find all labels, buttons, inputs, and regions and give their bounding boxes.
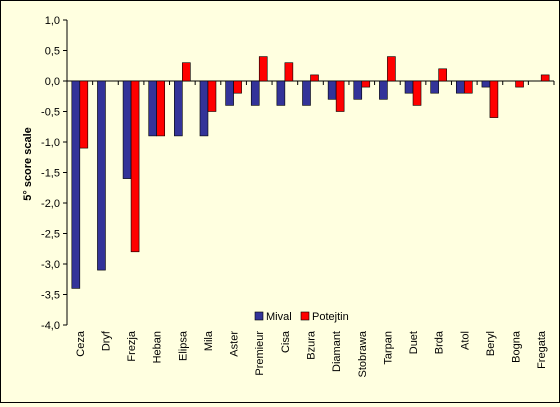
x-tick-label: Stobrawa (357, 330, 369, 377)
legend-swatch-mival (254, 311, 264, 321)
y-tick-labels: 1,0 0,5 0,0 -0,5 -1,0 -1,5 -2,0 -2,5 -3,0 -3,5 -4,… (41, 15, 60, 332)
bar-mival-brda (430, 80, 439, 94)
x-tick-label: Tarpan (382, 331, 394, 365)
bar-potejtin-bzura (310, 74, 319, 82)
bar-potejtin-atol (463, 80, 473, 94)
x-category-labels: Ceza Dryf Frezja Heban Elipsa Mila Aster Premie… (75, 330, 548, 377)
x-tick-label: Ceza (75, 330, 87, 357)
bar-mival-elipsa (174, 80, 183, 137)
bar-mival-frezja (122, 80, 132, 179)
bar-potejtin-heban (156, 80, 166, 137)
bar-mival-tarpan (379, 80, 388, 100)
bar-potejtin-beryl (489, 80, 499, 118)
bar-potejtin-tarpan (387, 56, 396, 82)
y-tick-label: 1,0 (45, 15, 60, 27)
bar-potejtin-elipsa (182, 62, 191, 82)
bars-layer (71, 56, 550, 289)
bar-potejtin-frezja (130, 80, 140, 253)
y-tick-label: -3,5 (41, 290, 60, 302)
legend-label-potejtin: Potejtin (312, 311, 349, 323)
y-tick-label: -4,0 (41, 320, 60, 332)
x-tick-label: Heban (152, 331, 164, 363)
y-axis-title: 5° score scale (22, 127, 34, 201)
y-tick-label: -3,0 (41, 259, 60, 271)
bar-potejtin-bogna (515, 80, 524, 88)
legend-label-mival: Mival (266, 311, 292, 323)
x-tick-label: Bzura (306, 330, 318, 360)
bar-mival-ceza (71, 80, 81, 289)
bar-mival-cisa (276, 80, 286, 106)
bar-mival-heban (148, 80, 158, 137)
x-tick-label: Dryf (100, 330, 112, 351)
bar-potejtin-fregata (540, 74, 550, 82)
bar-mival-bzura (302, 80, 311, 106)
y-tick-label: 0,0 (45, 76, 60, 88)
bar-mival-atol (455, 80, 465, 94)
x-tick-label: Frezja (126, 330, 138, 361)
x-tick-label: Fregata (536, 330, 548, 369)
y-tick-label: -1,0 (41, 137, 60, 149)
bar-mival-aster (225, 80, 234, 106)
y-tick-label: -2,0 (41, 198, 60, 210)
bar-mival-premieur (250, 80, 260, 106)
x-tick-label: Beryl (485, 331, 497, 356)
bar-mival-stobrawa (353, 80, 363, 100)
y-tick-label: 0,5 (45, 46, 60, 58)
y-tick-label: -1,5 (41, 168, 60, 180)
y-tick-label: -2,5 (41, 229, 60, 241)
bar-potejtin-cisa (284, 62, 294, 82)
bar-potejtin-premieur (258, 56, 268, 82)
x-tick-label: Atol (459, 331, 471, 350)
axes-layer (63, 19, 555, 326)
bar-potejtin-mila (207, 80, 217, 112)
x-tick-label: Aster (229, 331, 241, 357)
bar-mival-mila (199, 80, 209, 137)
bar-mival-dryf (97, 80, 106, 271)
bar-potejtin-brda (438, 68, 447, 82)
legend-swatch-potejtin (300, 311, 310, 321)
x-tick-label: Premieur (254, 331, 266, 376)
legend: Mival Potejtin (254, 311, 349, 323)
x-tick-label: Elipsa (177, 330, 189, 361)
bar-potejtin-stobrawa (361, 80, 371, 88)
x-tick-label: Diamant (331, 331, 343, 372)
bar-mival-duet (404, 80, 414, 94)
bar-potejtin-aster (233, 80, 242, 94)
x-tick-label: Cisa (280, 330, 292, 353)
x-tick-label: Brda (434, 330, 446, 354)
bar-mival-diamant (327, 80, 337, 100)
bar-potejtin-ceza (79, 80, 89, 149)
bar-potejtin-diamant (335, 80, 345, 112)
bar-mival-beryl (481, 80, 491, 88)
x-tick-label: Bogna (511, 330, 523, 363)
x-tick-label: Mila (203, 330, 215, 351)
bar-potejtin-duet (412, 80, 422, 106)
y-tick-label: -0,5 (41, 107, 60, 119)
x-tick-label: Duet (408, 331, 420, 354)
